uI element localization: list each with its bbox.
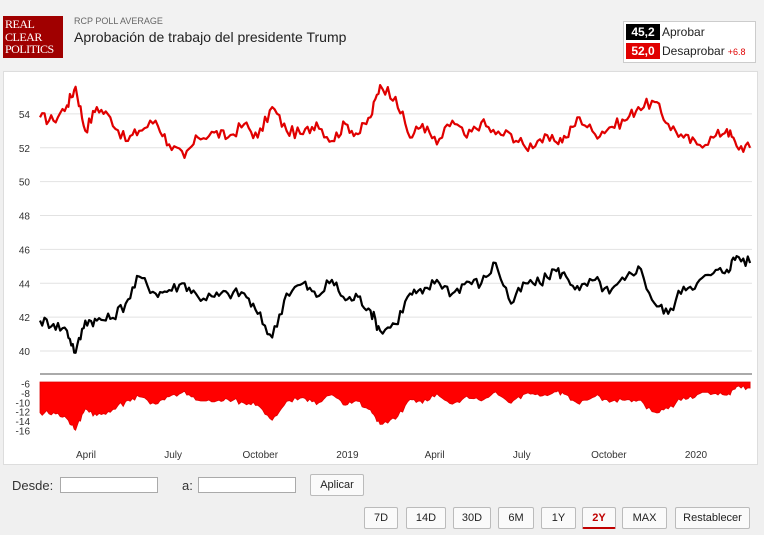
from-date-input[interactable] — [60, 477, 158, 493]
x-tick-label: 2019 — [336, 450, 359, 461]
approval-chart[interactable]: 40 42 44 46 48 50 52 54 -6-8-10-12-14-16 April Jul… — [4, 72, 757, 464]
to-date-input[interactable] — [198, 477, 296, 493]
range-14d-button[interactable]: 14D — [406, 507, 446, 529]
from-label: Desde: — [12, 478, 54, 493]
x-tick-label: April — [76, 450, 96, 461]
logo-line-1: REAL — [5, 17, 35, 31]
spread-diff: +6.8 — [727, 47, 746, 57]
range-1y-button[interactable]: 1Y — [541, 507, 576, 529]
range-6m-button[interactable]: 6M — [498, 507, 534, 529]
spread-tick-label: -10 — [16, 398, 31, 409]
chart-title: Aprobación de trabajo del presidente Tru… — [74, 29, 347, 45]
spread-tick-label: -8 — [21, 389, 30, 400]
x-tick-label: April — [425, 450, 445, 461]
x-tick-label: October — [242, 450, 278, 461]
rcp-logo[interactable]: REAL CLEAR POLITICS — [3, 16, 63, 58]
range-2y-button[interactable]: 2Y — [582, 507, 616, 529]
series-line-disapprove — [39, 84, 752, 159]
date-controls: Desde: a: Aplicar 7D 14D 30D 6M 1Y 2Y MA… — [0, 466, 764, 535]
disapprove-value: 52,0 — [626, 43, 660, 59]
approve-value: 45,2 — [626, 24, 660, 40]
x-tick-label: October — [591, 450, 627, 461]
y-tick-label: 44 — [19, 279, 31, 290]
range-7d-button[interactable]: 7D — [364, 507, 398, 529]
y-tick-label: 46 — [19, 245, 31, 256]
legend: 45,2 Aprobar 52,0 Desaprobar +6.8 — [623, 21, 756, 63]
x-tick-label: 2020 — [685, 450, 708, 461]
y-tick-label: 50 — [19, 178, 31, 189]
spread-tick-label: -12 — [16, 408, 31, 419]
y-tick-label: 48 — [19, 212, 31, 223]
series-line-approve — [38, 255, 752, 354]
y-tick-label: 40 — [19, 347, 31, 358]
chart-subtitle: RCP POLL AVERAGE — [74, 16, 163, 26]
spread-tick-label: -16 — [16, 427, 31, 438]
y-tick-label: 42 — [19, 313, 31, 324]
range-30d-button[interactable]: 30D — [453, 507, 491, 529]
range-max-button[interactable]: MAX — [622, 507, 667, 529]
disapprove-label: Desaprobar — [662, 44, 725, 58]
chart-frame: 40 42 44 46 48 50 52 54 -6 -8 -10 -12 -14 -16 April Jul… — [3, 71, 758, 465]
spread-area — [39, 381, 751, 431]
logo-line-2: CLEAR — [5, 29, 42, 44]
spread-tick-label: -6 — [21, 379, 30, 390]
x-tick-label: July — [164, 450, 182, 461]
legend-approve: 45,2 Aprobar — [626, 24, 705, 40]
logo-line-3: POLITICS — [5, 42, 54, 56]
reset-button[interactable]: Restablecer — [675, 507, 750, 529]
to-label: a: — [182, 478, 193, 493]
y-tick-label: 52 — [19, 144, 31, 155]
header: REAL CLEAR POLITICS RCP POLL AVERAGE Apr… — [0, 0, 764, 70]
x-tick-label: July — [513, 450, 531, 461]
y-tick-label: 54 — [19, 110, 31, 121]
legend-disapprove: 52,0 Desaprobar +6.8 — [626, 43, 745, 59]
spread-tick-label: -14 — [16, 417, 31, 428]
apply-button[interactable]: Aplicar — [310, 474, 364, 496]
approve-label: Aprobar — [662, 25, 705, 39]
